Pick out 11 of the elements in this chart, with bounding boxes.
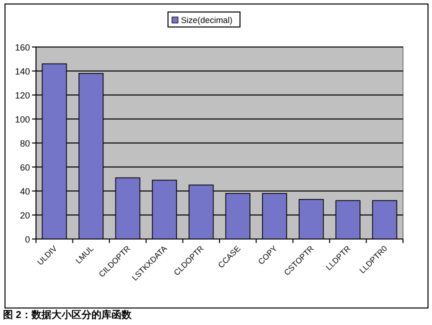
y-tick-label: 120	[14, 90, 30, 100]
y-tick-label: 40	[20, 186, 30, 196]
y-tick-label: 140	[14, 66, 30, 76]
y-tick-label: 60	[20, 162, 30, 172]
y-tick-label: 0	[24, 234, 30, 244]
y-tick-label: 80	[20, 138, 30, 148]
caption: 图 2：数据大小区分的库函数	[3, 309, 132, 321]
legend-label: Size(decimal)	[181, 15, 233, 25]
y-tick-label: 20	[20, 210, 30, 220]
y-tick-label: 160	[14, 42, 30, 52]
y-tick-label: 100	[14, 114, 30, 124]
